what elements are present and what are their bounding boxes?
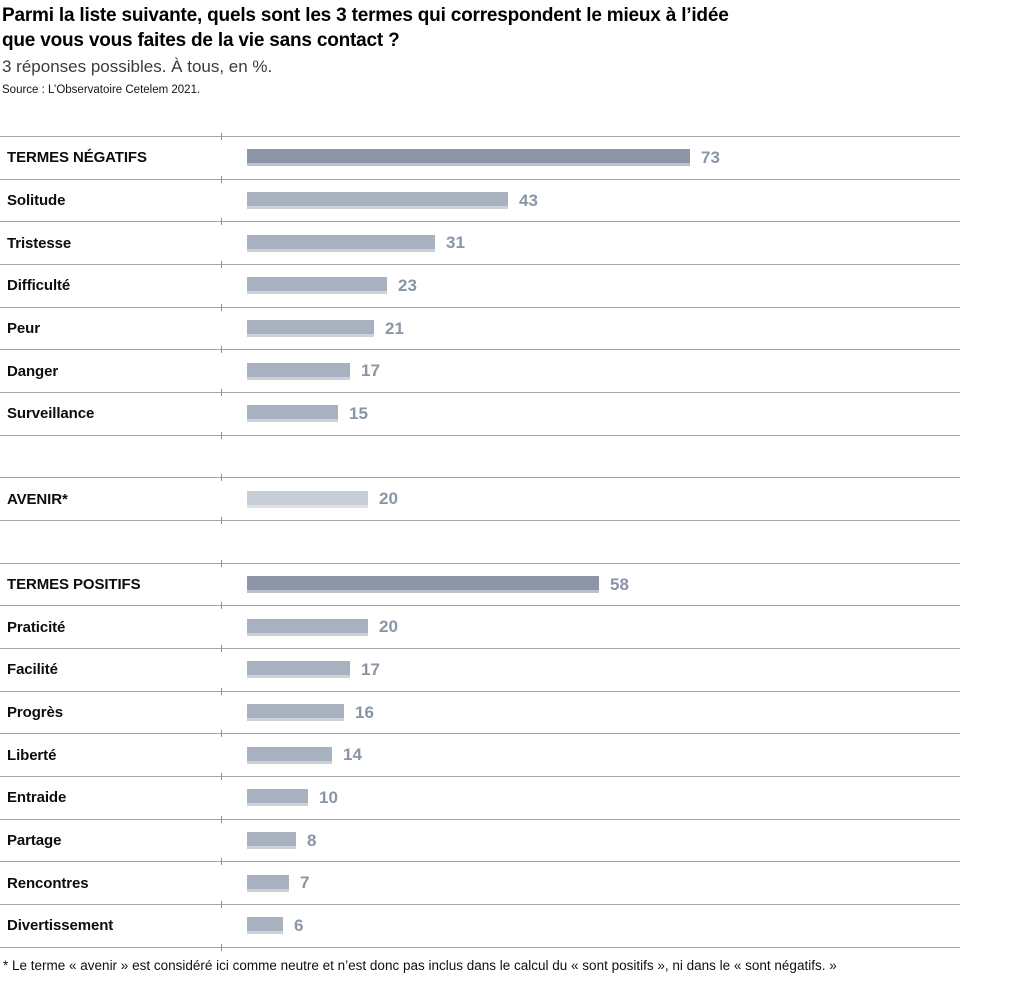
- bar-area: 31: [247, 233, 465, 253]
- bar-area: 73: [247, 148, 720, 168]
- bar: [247, 576, 599, 594]
- bar-value: 14: [343, 745, 362, 765]
- chart-row: AVENIR* 20: [0, 474, 960, 520]
- row-label: Danger: [7, 362, 59, 380]
- bar-area: 10: [247, 788, 338, 808]
- bar: [247, 874, 289, 892]
- bar-value: 23: [398, 275, 417, 295]
- chart-row: TERMES POSITIFS 58: [0, 559, 960, 606]
- chart-row: Partage 8: [0, 815, 960, 862]
- chart-row: Surveillance 15: [0, 389, 960, 435]
- row-label: Progrès: [7, 704, 63, 722]
- bar-value: 17: [361, 361, 380, 381]
- chart-footnote: * Le terme « avenir » est considéré ici …: [3, 958, 837, 973]
- row-label: Entraide: [7, 789, 67, 807]
- bar-value: 20: [379, 617, 398, 637]
- bar-area: 8: [247, 831, 316, 851]
- bar-value: 58: [610, 574, 629, 594]
- chart-row: Progrès 16: [0, 687, 960, 734]
- bar: [247, 789, 308, 807]
- bar: [247, 192, 508, 209]
- chart-row: Peur 21: [0, 303, 960, 350]
- row-label: Divertissement: [7, 917, 114, 935]
- bar: [247, 490, 368, 508]
- bar-value: 20: [379, 489, 398, 509]
- row-label: Praticité: [7, 618, 66, 636]
- bar-area: 23: [247, 276, 417, 296]
- row-label: AVENIR*: [7, 490, 68, 508]
- chart-row: Facilité 17: [0, 645, 960, 691]
- bar: [247, 746, 332, 764]
- chart-title-line-2: que vous vous faites de la vie sans cont…: [2, 30, 400, 51]
- horizontal-bar-chart: TERMES NÉGATIFS 73 Solitude 43 Tristesse 31 Di…: [0, 133, 960, 951]
- chart-row: Liberté 14: [0, 730, 960, 776]
- bar: [247, 234, 435, 252]
- bar: [247, 917, 283, 935]
- row-label: TERMES NÉGATIFS: [7, 149, 147, 167]
- bar-value: 7: [300, 873, 310, 893]
- bar-value: 6: [294, 915, 304, 935]
- chart-row: TERMES NÉGATIFS 73: [0, 133, 960, 179]
- bar-value: 43: [519, 190, 538, 210]
- row-label: Difficulté: [7, 277, 71, 295]
- chart-row: Praticité 20: [0, 602, 960, 648]
- bar-value: 15: [349, 403, 368, 423]
- bar-value: 73: [701, 147, 720, 167]
- chart-row: Solitude 43: [0, 175, 960, 222]
- bar-area: 7: [247, 873, 309, 893]
- bar-value: 21: [385, 318, 404, 338]
- chart-row: Rencontres 7: [0, 858, 960, 904]
- row-label: Liberté: [7, 746, 57, 764]
- chart-row: Difficulté 23: [0, 261, 960, 307]
- bar: [247, 362, 350, 380]
- chart-bottom-separator: [0, 943, 960, 951]
- row-label: Peur: [7, 320, 40, 338]
- bar-value: 8: [307, 830, 317, 850]
- chart-row: Tristesse 31: [0, 218, 960, 264]
- bar-area: 21: [247, 319, 404, 339]
- chart-spacer-row: [0, 431, 960, 478]
- bar-area: 17: [247, 660, 380, 680]
- bar: [247, 405, 338, 423]
- chart-subtitle: 3 réponses possibles. À tous, en %.: [2, 57, 273, 76]
- bar-area: 20: [247, 617, 398, 637]
- row-label: TERMES POSITIFS: [7, 576, 141, 594]
- bar-area: 58: [247, 575, 629, 595]
- bar: [247, 320, 374, 338]
- bar-area: 20: [247, 489, 398, 509]
- bar-value: 31: [446, 233, 465, 253]
- bar: [247, 277, 387, 295]
- bar-value: 10: [319, 787, 338, 807]
- row-label: Partage: [7, 832, 62, 850]
- bar-area: 16: [247, 703, 374, 723]
- row-label: Tristesse: [7, 234, 72, 252]
- bar: [247, 704, 344, 722]
- row-label: Solitude: [7, 192, 66, 209]
- bar-area: 17: [247, 361, 380, 381]
- chart-header: Parmi la liste suivante, quels sont les …: [2, 3, 822, 96]
- chart-title-line-1: Parmi la liste suivante, quels sont les …: [2, 5, 729, 26]
- chart-source: Source : L’Observatoire Cetelem 2021.: [2, 84, 201, 96]
- bar-value: 17: [361, 659, 380, 679]
- chart-row: Divertissement 6: [0, 901, 960, 947]
- row-label: Facilité: [7, 661, 58, 679]
- bar-area: 14: [247, 745, 362, 765]
- bar: [247, 149, 690, 167]
- chart-row: Entraide 10: [0, 773, 960, 819]
- bar: [247, 618, 368, 636]
- row-label: Surveillance: [7, 405, 95, 423]
- bar: [247, 832, 296, 850]
- bar-area: 6: [247, 916, 303, 936]
- bar-area: 43: [247, 191, 538, 211]
- bar-area: 15: [247, 404, 368, 424]
- chart-row: Danger 17: [0, 346, 960, 392]
- chart-spacer-row: [0, 517, 960, 563]
- bar-value: 16: [355, 702, 374, 722]
- row-label: Rencontres: [7, 874, 89, 892]
- bar: [247, 661, 350, 679]
